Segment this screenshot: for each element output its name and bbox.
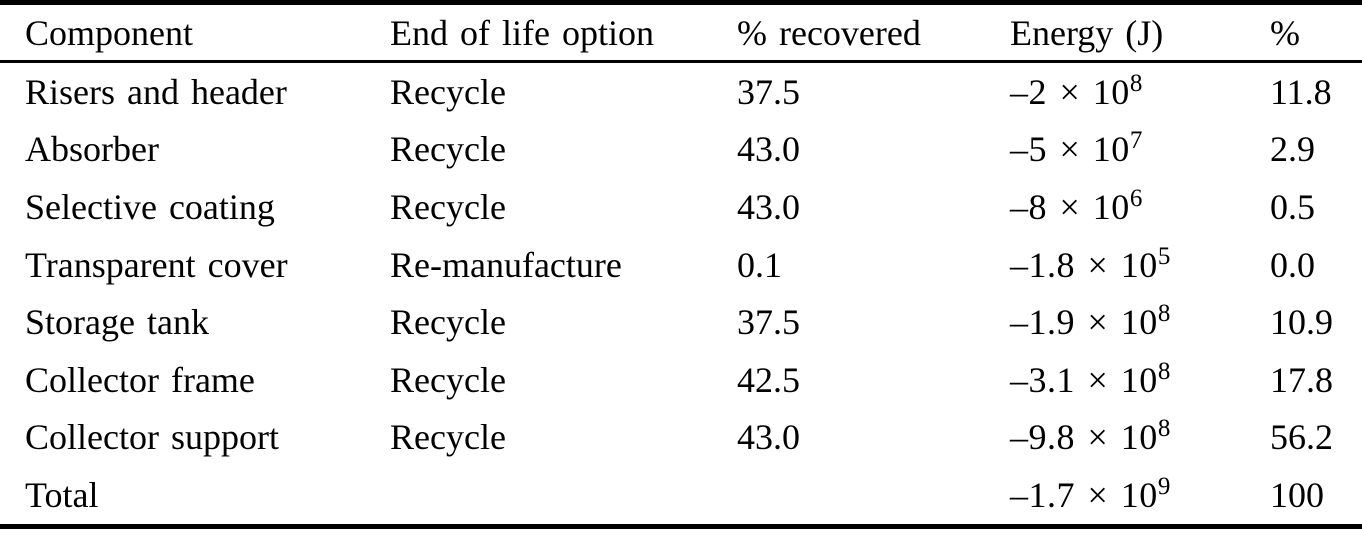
cell-percent: 56.2 bbox=[1270, 417, 1333, 458]
cell-percent: 0.5 bbox=[1270, 186, 1315, 227]
energy-exponent: 7 bbox=[1129, 127, 1143, 155]
header-component: Component bbox=[0, 2, 365, 63]
energy-exponent: 6 bbox=[1129, 184, 1143, 212]
energy-mantissa: –2 × 10 bbox=[1010, 71, 1130, 112]
cell-component: Transparent cover bbox=[25, 244, 288, 285]
energy-exponent: 9 bbox=[1157, 472, 1171, 500]
table-header-row: Component End of life option % recovered… bbox=[0, 2, 1362, 63]
cell-eol-option: Recycle bbox=[390, 71, 506, 112]
energy-mantissa: –8 × 10 bbox=[1010, 186, 1130, 227]
table-row: Selective coating Recycle 43.0 –8 × 106 … bbox=[0, 178, 1362, 236]
cell-eol-option: Recycle bbox=[390, 129, 506, 170]
header-percent: % bbox=[1245, 2, 1362, 63]
cell-energy: –9.8 × 108 bbox=[985, 409, 1245, 467]
energy-exponent: 8 bbox=[1157, 300, 1171, 328]
table-row: Transparent cover Re-manufacture 0.1 –1.… bbox=[0, 236, 1362, 294]
energy-mantissa: –1.8 × 10 bbox=[1010, 244, 1158, 285]
cell-eol-option: Recycle bbox=[390, 359, 506, 400]
energy-mantissa: –5 × 10 bbox=[1010, 129, 1130, 170]
cell-component: Selective coating bbox=[25, 186, 275, 227]
cell-percent: 11.8 bbox=[1270, 71, 1332, 112]
cell-component: Total bbox=[25, 474, 99, 515]
energy-mantissa: –3.1 × 10 bbox=[1010, 359, 1158, 400]
energy-exponent: 8 bbox=[1129, 69, 1143, 97]
cell-percent-recovered: 0.1 bbox=[737, 244, 782, 285]
cell-percent-recovered: 43.0 bbox=[737, 186, 800, 227]
cell-eol-option: Recycle bbox=[390, 302, 506, 343]
table-row-total: Total –1.7 × 109 100 bbox=[0, 466, 1362, 526]
cell-component: Storage tank bbox=[25, 302, 209, 343]
energy-exponent: 8 bbox=[1157, 415, 1171, 443]
energy-mantissa: –1.7 × 10 bbox=[1010, 474, 1158, 515]
cell-component: Collector support bbox=[25, 417, 279, 458]
table-row: Storage tank Recycle 37.5 –1.9 × 108 10.… bbox=[0, 293, 1362, 351]
cell-component: Absorber bbox=[25, 129, 159, 170]
cell-energy: –1.9 × 108 bbox=[985, 293, 1245, 351]
cell-component: Risers and header bbox=[25, 71, 287, 112]
cell-energy: –1.8 × 105 bbox=[985, 236, 1245, 294]
table-row: Collector frame Recycle 42.5 –3.1 × 108 … bbox=[0, 351, 1362, 409]
cell-percent-recovered: 42.5 bbox=[737, 359, 800, 400]
cell-percent-recovered bbox=[712, 466, 985, 526]
cell-percent: 2.9 bbox=[1270, 129, 1315, 170]
cell-percent-recovered: 37.5 bbox=[737, 71, 800, 112]
energy-exponent: 5 bbox=[1157, 242, 1171, 270]
energy-mantissa: –9.8 × 10 bbox=[1010, 417, 1158, 458]
header-energy: Energy (J) bbox=[985, 2, 1245, 63]
cell-percent: 10.9 bbox=[1270, 302, 1333, 343]
cell-percent: 17.8 bbox=[1270, 359, 1333, 400]
cell-percent: 100 bbox=[1270, 474, 1324, 515]
cell-eol-option: Recycle bbox=[390, 417, 506, 458]
cell-energy: –2 × 108 bbox=[985, 62, 1245, 121]
cell-percent-recovered: 43.0 bbox=[737, 417, 800, 458]
table-row: Risers and header Recycle 37.5 –2 × 108 … bbox=[0, 62, 1362, 121]
cell-energy: –5 × 107 bbox=[985, 121, 1245, 179]
cell-eol-option bbox=[365, 466, 712, 526]
cell-energy: –8 × 106 bbox=[985, 178, 1245, 236]
table-row: Collector support Recycle 43.0 –9.8 × 10… bbox=[0, 409, 1362, 467]
header-eol-option: End of life option bbox=[365, 2, 712, 63]
header-percent-recovered: % recovered bbox=[712, 2, 985, 63]
cell-percent: 0.0 bbox=[1270, 244, 1315, 285]
cell-percent-recovered: 37.5 bbox=[737, 302, 800, 343]
cell-eol-option: Recycle bbox=[390, 186, 506, 227]
cell-percent-recovered: 43.0 bbox=[737, 129, 800, 170]
cell-eol-option: Re-manufacture bbox=[390, 244, 622, 285]
cell-component: Collector frame bbox=[25, 359, 255, 400]
table-row: Absorber Recycle 43.0 –5 × 107 2.9 bbox=[0, 121, 1362, 179]
energy-exponent: 8 bbox=[1157, 357, 1171, 385]
cell-energy: –1.7 × 109 bbox=[985, 466, 1245, 526]
cell-energy: –3.1 × 108 bbox=[985, 351, 1245, 409]
energy-mantissa: –1.9 × 10 bbox=[1010, 302, 1158, 343]
